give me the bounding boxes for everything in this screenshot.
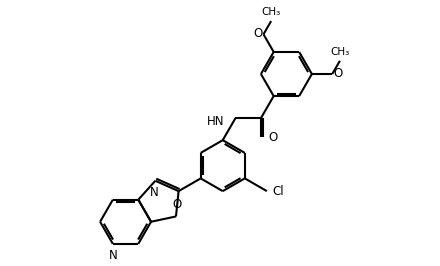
Text: O: O xyxy=(334,67,343,80)
Text: O: O xyxy=(172,198,182,211)
Text: N: N xyxy=(109,249,117,262)
Text: CH₃: CH₃ xyxy=(261,7,281,17)
Text: O: O xyxy=(268,131,277,144)
Text: HN: HN xyxy=(207,115,224,128)
Text: CH₃: CH₃ xyxy=(330,47,349,57)
Text: Cl: Cl xyxy=(272,185,284,198)
Text: O: O xyxy=(253,27,262,40)
Text: N: N xyxy=(150,186,158,199)
